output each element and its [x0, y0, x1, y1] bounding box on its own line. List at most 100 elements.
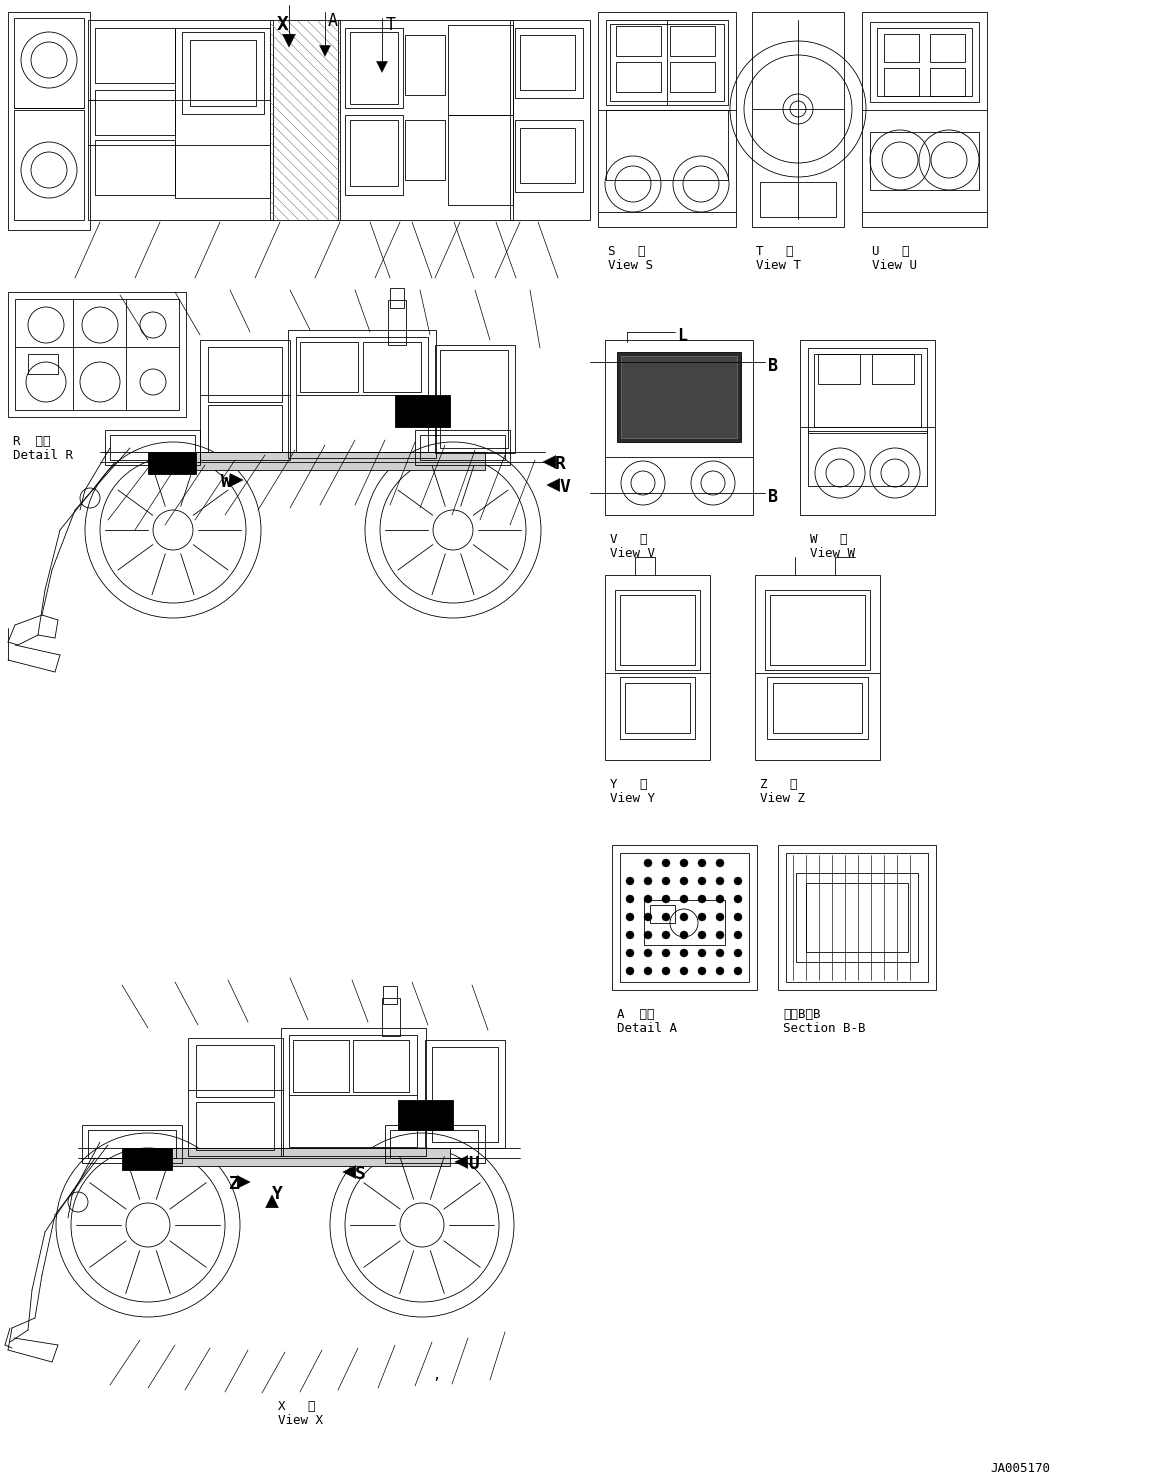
Circle shape [734, 967, 742, 974]
Bar [670, 62, 715, 92]
Bar [520, 127, 576, 184]
Bar [620, 595, 695, 665]
Bar [390, 287, 404, 308]
Bar [87, 1130, 176, 1158]
Text: View W: View W [810, 546, 855, 560]
Bar [388, 301, 406, 345]
Bar [425, 1040, 505, 1148]
Circle shape [626, 912, 634, 921]
Bar [350, 33, 398, 104]
Text: U   視: U 視 [872, 244, 909, 258]
Bar [15, 299, 180, 410]
Bar [755, 575, 881, 760]
Text: View U: View U [872, 259, 917, 273]
Text: R  詳細: R 詳細 [13, 435, 51, 447]
Bar [363, 342, 421, 392]
Bar [440, 350, 508, 447]
Circle shape [716, 912, 724, 921]
Bar [620, 677, 695, 739]
Bar [670, 27, 715, 56]
Circle shape [680, 895, 688, 903]
Circle shape [662, 895, 670, 903]
Bar [294, 1040, 349, 1091]
Circle shape [698, 859, 706, 866]
Circle shape [698, 932, 706, 939]
Text: X: X [277, 15, 289, 34]
Circle shape [645, 949, 651, 957]
Text: Section B-B: Section B-B [783, 1022, 866, 1035]
Text: U: U [468, 1155, 479, 1173]
Bar [8, 12, 90, 230]
Text: T   視: T 視 [756, 244, 793, 258]
Bar [196, 1046, 274, 1097]
Circle shape [662, 949, 670, 957]
Bar [188, 1038, 283, 1157]
Circle shape [626, 932, 634, 939]
Text: ,: , [432, 1368, 441, 1382]
Bar [383, 986, 397, 1004]
Circle shape [680, 912, 688, 921]
Bar [148, 452, 196, 474]
Bar [175, 28, 270, 198]
Circle shape [662, 932, 670, 939]
Bar [605, 341, 753, 515]
Circle shape [698, 877, 706, 886]
Bar [800, 341, 935, 515]
Circle shape [716, 859, 724, 866]
Circle shape [626, 967, 634, 974]
Bar [615, 589, 700, 669]
Circle shape [716, 949, 724, 957]
Circle shape [626, 895, 634, 903]
Circle shape [716, 967, 724, 974]
Bar [405, 120, 445, 181]
Polygon shape [320, 46, 330, 56]
Bar [806, 883, 908, 952]
Text: View T: View T [756, 259, 801, 273]
Bar [770, 595, 866, 665]
Bar [14, 110, 84, 221]
Bar [767, 677, 868, 739]
Text: R: R [555, 455, 566, 472]
Bar [390, 1130, 478, 1158]
Bar [405, 36, 445, 95]
Bar [110, 435, 195, 461]
Polygon shape [547, 478, 559, 492]
Text: Y: Y [272, 1185, 283, 1203]
Bar [296, 338, 428, 452]
Bar [345, 116, 403, 195]
Bar [616, 27, 661, 56]
Text: W   視: W 視 [810, 533, 847, 546]
Bar [353, 1040, 409, 1091]
Text: L: L [677, 327, 687, 345]
Bar [773, 683, 862, 733]
Bar [884, 34, 918, 62]
Bar [514, 28, 584, 98]
Bar [765, 589, 870, 669]
Circle shape [698, 967, 706, 974]
Circle shape [734, 949, 742, 957]
Polygon shape [343, 1166, 356, 1179]
Bar [448, 116, 513, 204]
Text: View V: View V [610, 546, 655, 560]
Bar [620, 853, 749, 982]
Circle shape [698, 912, 706, 921]
Bar [605, 575, 710, 760]
Polygon shape [237, 1176, 250, 1188]
Circle shape [645, 859, 651, 866]
Bar [778, 846, 936, 989]
Text: T: T [386, 16, 396, 34]
Polygon shape [543, 456, 556, 468]
Circle shape [645, 967, 651, 974]
Bar [87, 21, 273, 221]
Bar [808, 348, 927, 432]
Bar [416, 429, 510, 465]
Circle shape [680, 949, 688, 957]
Circle shape [626, 949, 634, 957]
Circle shape [734, 877, 742, 886]
Bar [599, 12, 735, 227]
Polygon shape [266, 1195, 279, 1208]
Polygon shape [376, 61, 388, 73]
Bar [877, 28, 971, 96]
Text: S: S [355, 1166, 366, 1183]
Bar [930, 34, 965, 62]
